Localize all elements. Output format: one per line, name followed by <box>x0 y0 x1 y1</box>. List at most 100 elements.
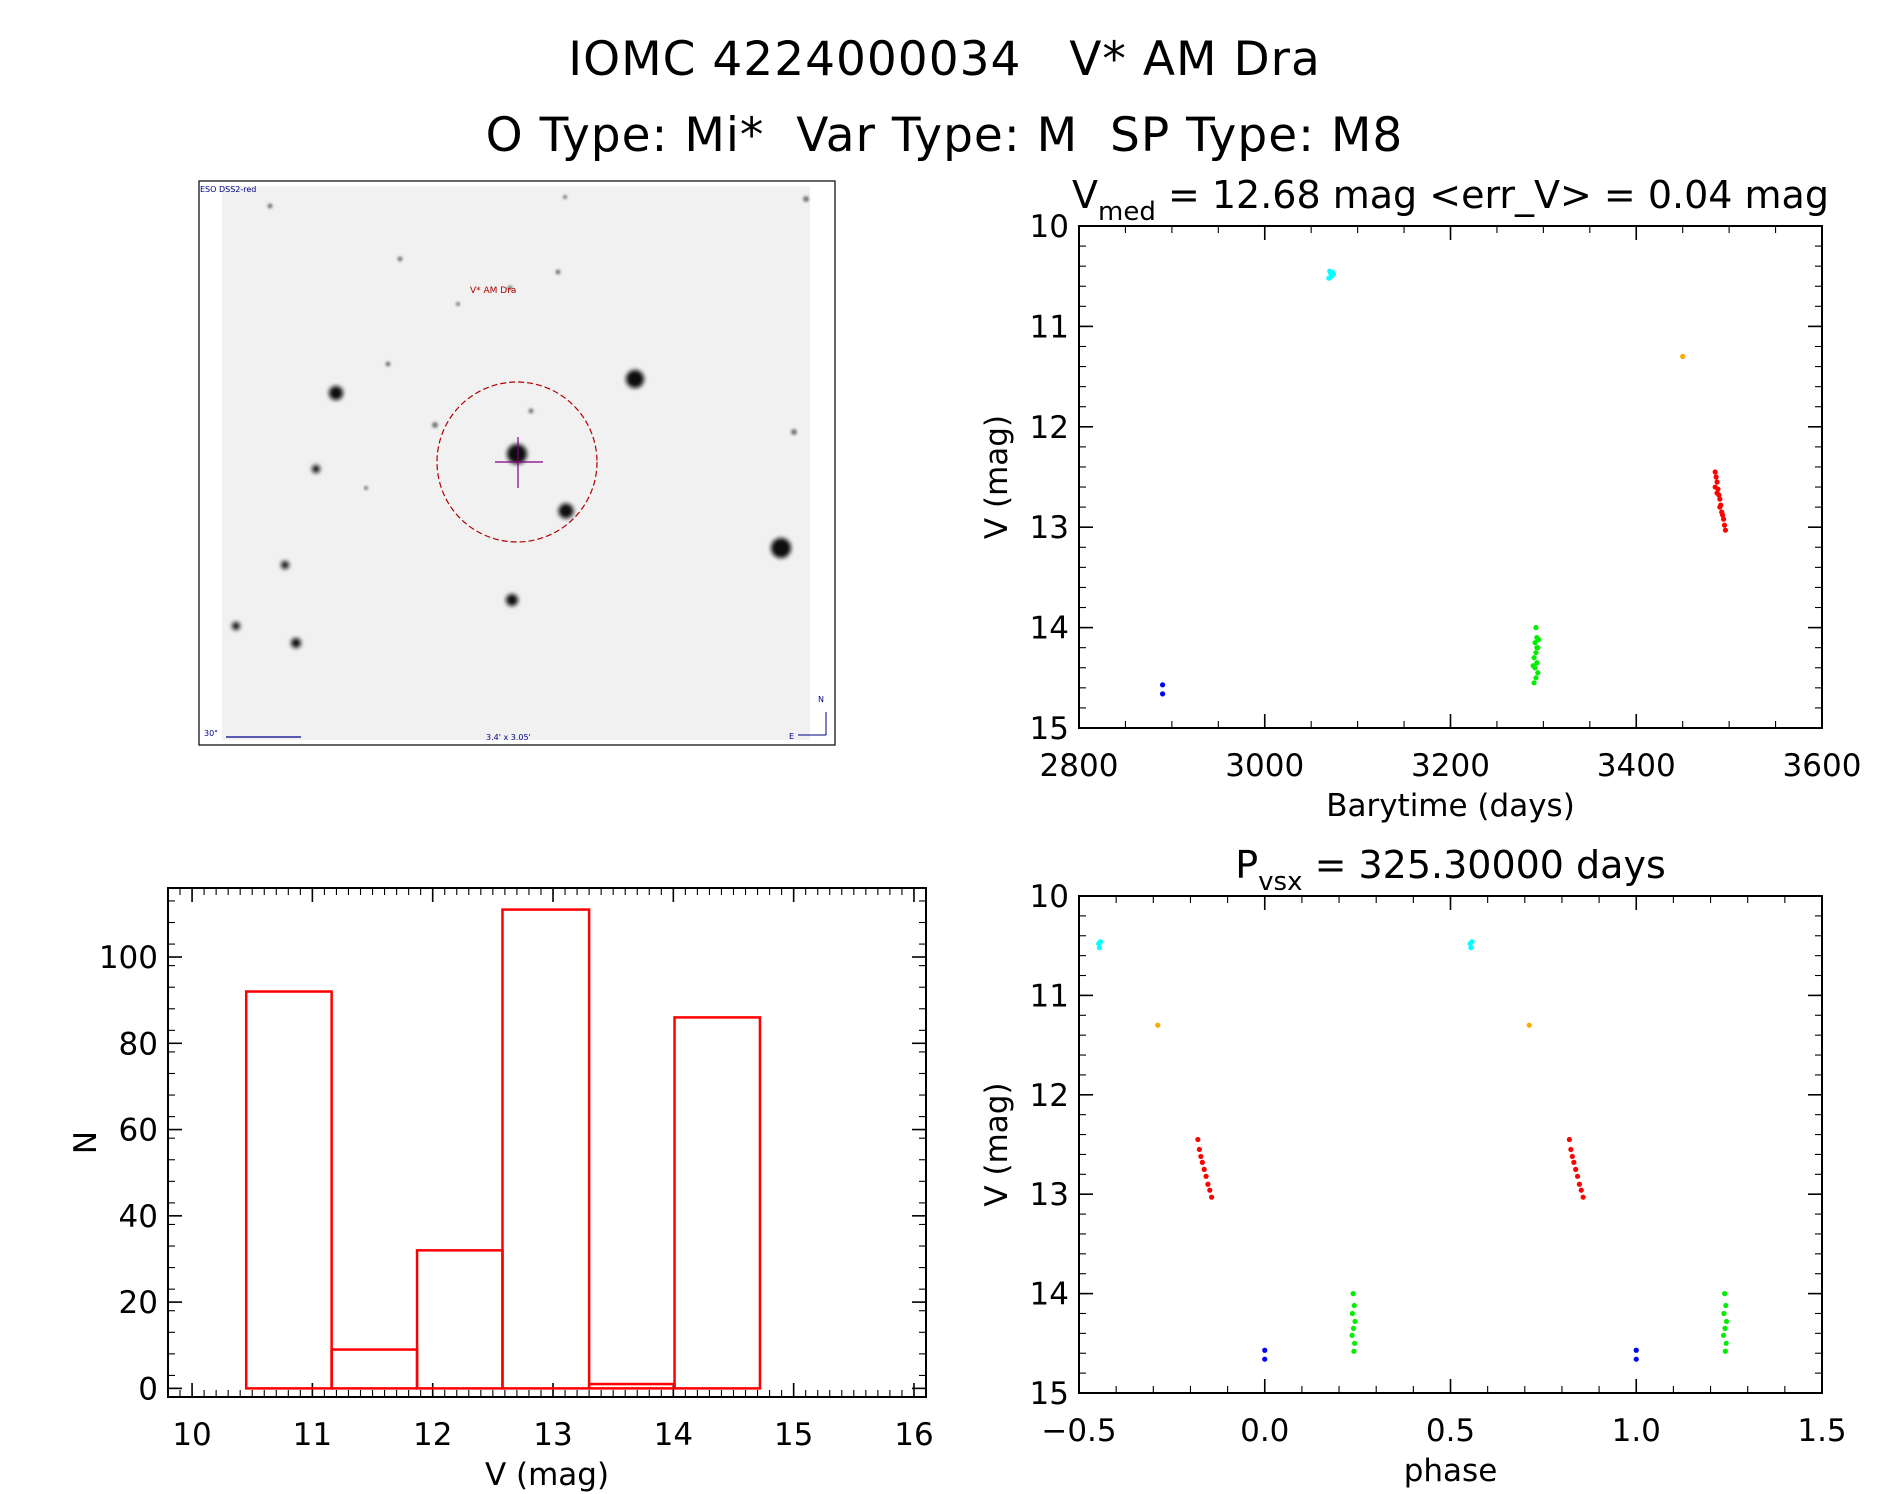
data-point <box>1566 1136 1572 1143</box>
data-point <box>1352 1318 1358 1325</box>
data-point <box>1262 1356 1268 1362</box>
data-point <box>1352 1340 1358 1346</box>
histogram-bar <box>330 1348 419 1390</box>
finder-chart: ESO DSS2-red V* AM Dra 30" 3.4' x 3.05' … <box>198 180 836 746</box>
figure-title: IOMC 4224000034 V* AM Dra <box>568 32 1321 87</box>
x-tick-label: 3200 <box>1411 748 1490 784</box>
data-point <box>1720 1332 1727 1338</box>
y-tick-label: 14 <box>1030 611 1069 647</box>
data-point <box>1633 1347 1639 1353</box>
data-point <box>1159 691 1166 697</box>
data-point <box>1720 516 1727 522</box>
data-point <box>1723 1302 1729 1309</box>
plot-frame <box>1078 225 1823 729</box>
data-point <box>1155 1022 1161 1028</box>
data-point <box>1533 625 1539 631</box>
data-point <box>1723 1318 1730 1325</box>
compass-n: N <box>818 695 824 704</box>
data-point <box>1159 682 1166 688</box>
data-point <box>1714 479 1720 485</box>
x-tick-label: 16 <box>894 1417 933 1453</box>
plot-frame <box>1078 895 1823 1394</box>
data-point <box>1534 660 1540 666</box>
data-point <box>1722 1348 1729 1354</box>
field-size-label: 3.4' x 3.05' <box>486 733 531 742</box>
plot-title: Vmed = 12.68 mag <err_V> = 0.04 mag <box>1072 173 1829 227</box>
x-axis-label: Barytime (days) <box>1326 788 1575 824</box>
data-point <box>1349 1332 1355 1338</box>
data-point <box>1534 645 1540 651</box>
data-point <box>1201 1166 1207 1172</box>
data-point <box>1715 486 1721 492</box>
data-point <box>1468 945 1474 951</box>
data-point <box>1580 1194 1586 1200</box>
y-tick-label: 15 <box>1030 1376 1069 1412</box>
data-point <box>1096 945 1103 951</box>
histogram-bar <box>244 990 333 1390</box>
data-point <box>1573 1166 1579 1172</box>
data-point <box>1526 1022 1532 1028</box>
data-point <box>1633 1356 1639 1362</box>
data-point <box>1568 1146 1574 1153</box>
data-point <box>1531 655 1537 661</box>
data-point <box>1713 474 1719 480</box>
data-point <box>1680 353 1686 360</box>
data-point <box>1723 1340 1729 1346</box>
y-tick-label: 13 <box>1030 1177 1069 1213</box>
data-point <box>1350 1325 1357 1331</box>
data-point <box>1196 1146 1202 1153</box>
plot-title: Pvsx = 325.30000 days <box>1235 843 1666 897</box>
data-point <box>1576 1181 1583 1187</box>
y-tick-label: 0 <box>138 1371 158 1407</box>
data-point <box>1532 640 1538 646</box>
data-point <box>1198 1153 1204 1160</box>
histogram-bar <box>415 1249 504 1390</box>
data-point <box>1574 1173 1581 1179</box>
x-tick-label: 10 <box>172 1417 211 1453</box>
data-point <box>1717 504 1723 510</box>
data-point <box>1326 275 1332 281</box>
compass-e: E <box>789 732 794 741</box>
x-tick-label: 3400 <box>1597 748 1676 784</box>
x-tick-label: 3000 <box>1225 748 1304 784</box>
data-point <box>1721 1310 1727 1317</box>
data-point <box>1530 663 1536 669</box>
y-tick-label: 10 <box>1030 209 1069 245</box>
x-tick-label: 14 <box>654 1417 693 1453</box>
x-tick-label: 0.5 <box>1426 1413 1475 1449</box>
y-tick-label: 80 <box>119 1026 158 1062</box>
star-field <box>232 370 791 648</box>
data-point <box>1349 1310 1356 1317</box>
histogram-bar <box>587 1382 676 1390</box>
data-point <box>1714 490 1720 496</box>
x-tick-label: 1.5 <box>1797 1413 1846 1449</box>
data-point <box>1330 271 1337 277</box>
figure-subtitle: O Type: Mi* Var Type: M SP Type: M8 <box>485 108 1404 163</box>
data-point <box>1262 1347 1268 1353</box>
data-point <box>1571 1159 1577 1165</box>
y-tick-label: 13 <box>1030 510 1069 546</box>
target-aperture-circle <box>436 381 598 543</box>
histogram-bar <box>501 908 591 1390</box>
target-label: V* AM Dra <box>470 286 516 296</box>
survey-label: ESO DSS2-red <box>200 185 256 194</box>
scale-label: 30" <box>204 729 218 738</box>
y-tick-label: 20 <box>119 1285 158 1321</box>
y-tick-label: 12 <box>1030 410 1069 446</box>
y-tick-label: 11 <box>1030 978 1069 1014</box>
x-tick-label: −0.5 <box>1041 1413 1116 1449</box>
x-tick-label: 3600 <box>1783 748 1862 784</box>
magnitude-histogram: 10 11 12 13 14 15 16 0 20 40 60 80 100 V (mag) N <box>68 887 934 1493</box>
data-point <box>1722 527 1729 533</box>
data-point <box>1203 1173 1209 1179</box>
data-point <box>1097 939 1104 945</box>
y-tick-label: 100 <box>99 940 158 976</box>
x-tick-label: 11 <box>293 1417 332 1453</box>
data-point <box>1578 1187 1584 1193</box>
x-tick-label: 1.0 <box>1612 1413 1661 1449</box>
data-point <box>1722 1291 1728 1297</box>
data-point <box>1722 1325 1728 1331</box>
data-point <box>1536 637 1542 643</box>
y-tick-label: 10 <box>1030 879 1069 915</box>
